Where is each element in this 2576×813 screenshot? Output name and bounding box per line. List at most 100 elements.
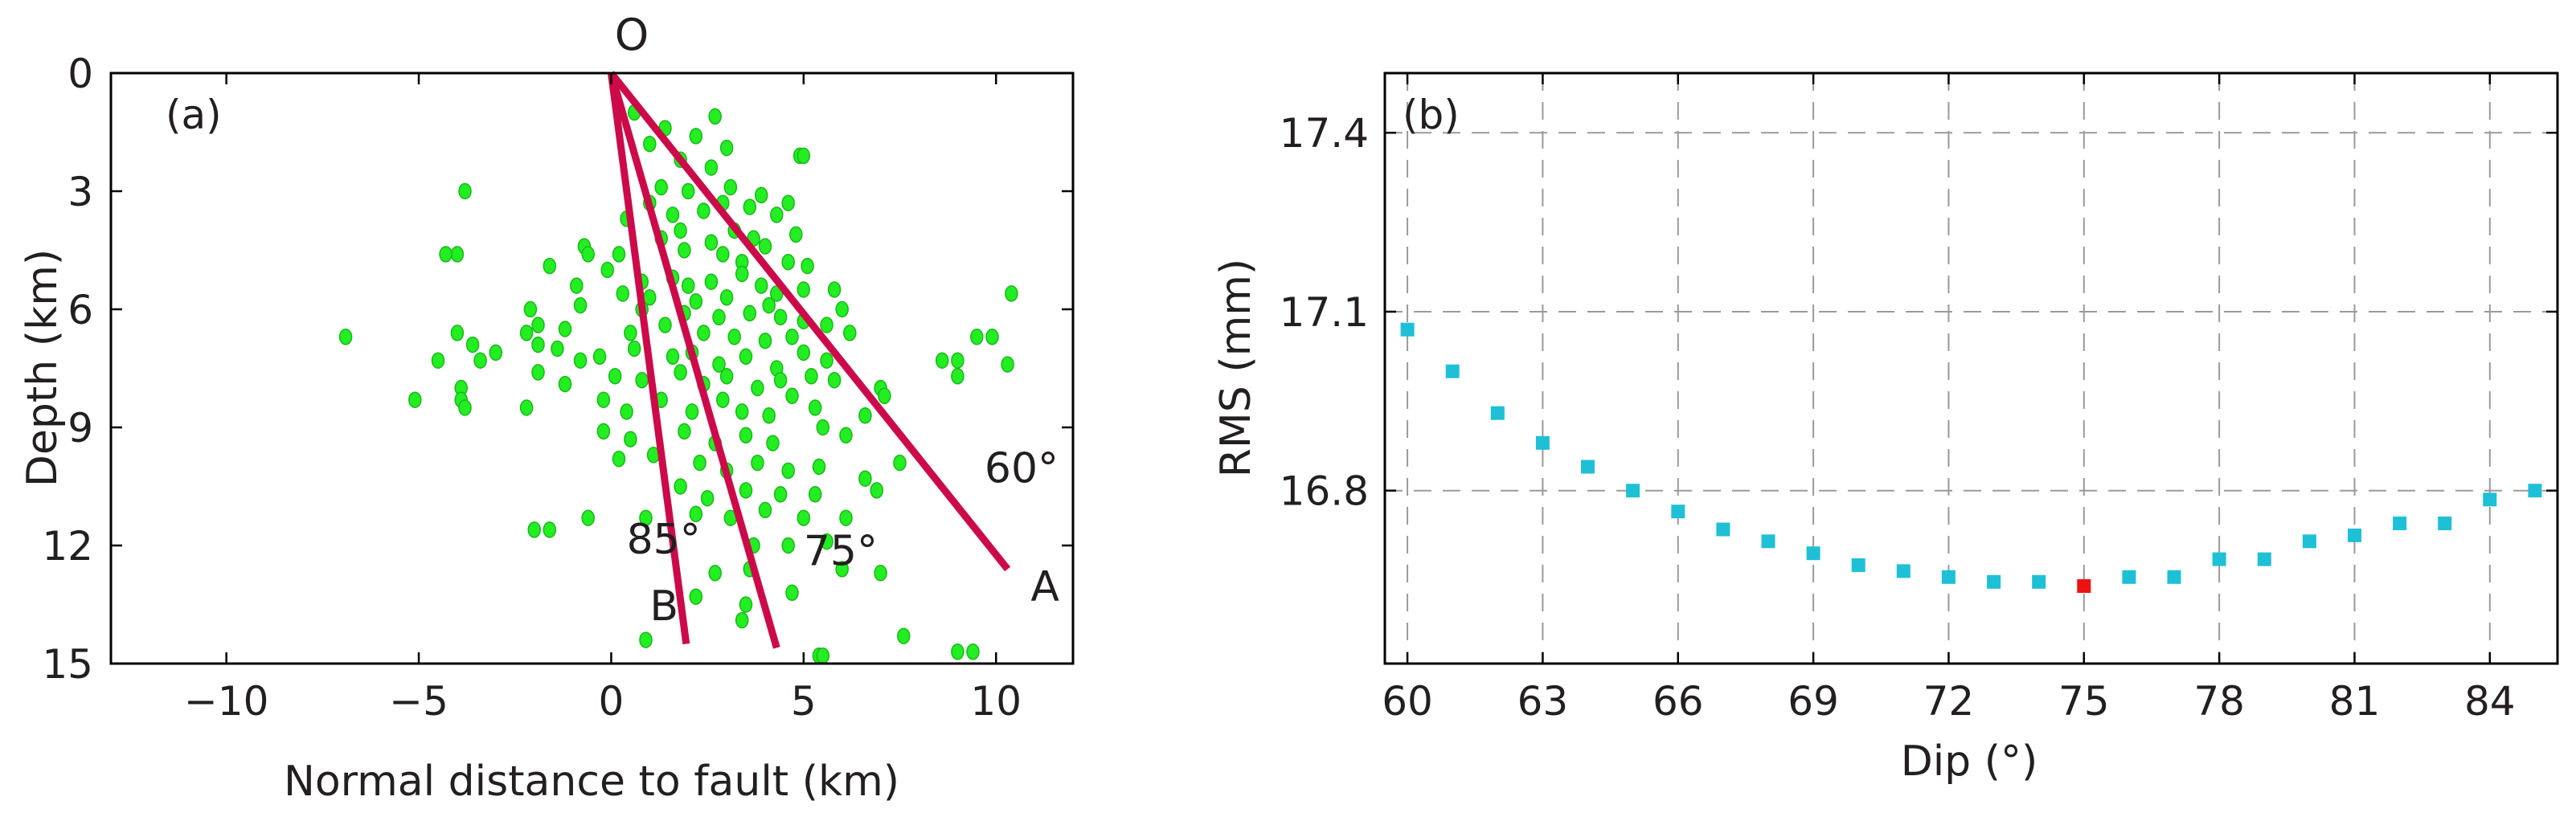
- fault-line-85: [607, 72, 690, 645]
- earthquake-point: [951, 368, 964, 385]
- earthquake-point: [689, 588, 703, 605]
- earthquake-point: [785, 329, 799, 345]
- earthquake-point: [693, 454, 706, 472]
- earthquake-point: [766, 435, 780, 451]
- earthquake-point: [820, 317, 833, 333]
- earthquake-point: [773, 308, 788, 326]
- earthquake-point: [704, 234, 719, 251]
- earthquake-point: [754, 186, 768, 204]
- fault-end-label-B: B: [649, 582, 678, 631]
- earthquake-point: [519, 399, 534, 416]
- earthquake-point: [627, 340, 641, 357]
- fault-lines: [607, 71, 1011, 649]
- x-tick-label: 69: [1788, 678, 1839, 725]
- rms-point: [1806, 546, 1820, 561]
- y-tick-label: 0: [68, 51, 93, 97]
- rms-point: [2122, 570, 2136, 584]
- earthquake-point: [624, 325, 637, 341]
- earthquake-point: [704, 273, 719, 290]
- x-tick-label: 81: [2329, 678, 2381, 725]
- earthquake-point: [839, 427, 853, 444]
- panel-b-gridlines: [1385, 73, 2558, 664]
- earthquake-point: [935, 352, 949, 369]
- earthquake-point: [897, 627, 911, 644]
- earthquake-point: [827, 281, 842, 298]
- earthquake-point: [1005, 285, 1018, 302]
- panel-b-x-axis-label: Dip (°): [1901, 737, 2038, 786]
- x-tick-label: 5: [791, 678, 817, 725]
- earthquake-point: [835, 561, 849, 578]
- earthquake-point: [643, 135, 657, 153]
- earthquake-point: [797, 147, 811, 165]
- rms-point: [1535, 435, 1550, 450]
- earthquake-point: [719, 289, 734, 306]
- fault-annotations: 60° A 75° 85° B: [627, 445, 1060, 631]
- earthquake-point: [678, 242, 691, 259]
- earthquake-point: [639, 631, 653, 648]
- rms-point: [2167, 570, 2181, 584]
- earthquake-point: [801, 257, 814, 275]
- earthquake-point: [735, 611, 749, 629]
- earthquake-point: [827, 371, 842, 389]
- earthquake-point: [712, 356, 726, 373]
- earthquake-point: [758, 332, 772, 349]
- earthquake-point: [781, 194, 795, 211]
- rms-point: [1896, 564, 1910, 578]
- y-tick-label: 12: [42, 523, 93, 570]
- earthquake-point: [450, 246, 465, 263]
- earthquake-point: [735, 265, 749, 283]
- y-tick-label: 17.1: [1280, 289, 1369, 336]
- earthquake-point: [735, 403, 749, 420]
- earthquake-point: [874, 565, 887, 582]
- rms-point: [1987, 574, 2001, 589]
- dip-label-75: 75°: [804, 528, 878, 576]
- fault-line-75: [608, 71, 780, 649]
- panel-b-y-axis-label: RMS (mm): [1212, 259, 1260, 477]
- rms-point: [1400, 322, 1415, 337]
- rms-point: [1671, 505, 1685, 519]
- rms-point: [1581, 460, 1595, 474]
- earthquake-point: [743, 304, 757, 322]
- earthquake-point: [781, 462, 795, 480]
- earthquake-point: [835, 300, 849, 318]
- y-tick-label: 15: [42, 641, 93, 688]
- y-tick-label: 17.4: [1280, 110, 1369, 157]
- earthquake-point: [608, 368, 622, 385]
- earthquake-point: [966, 643, 980, 660]
- earthquake-point: [785, 387, 799, 405]
- earthquake-point: [697, 325, 711, 341]
- earthquake-point: [674, 478, 687, 495]
- earthquake-point: [666, 348, 680, 366]
- earthquake-points: [338, 104, 1018, 664]
- earthquake-point: [408, 391, 422, 408]
- earthquake-point: [685, 403, 699, 420]
- x-tick-label: 78: [2193, 678, 2245, 725]
- earthquake-point: [620, 403, 633, 420]
- earthquake-point: [581, 509, 595, 526]
- earthquake-point: [739, 348, 753, 366]
- earthquake-point: [573, 352, 588, 369]
- earthquake-point: [431, 352, 445, 369]
- earthquake-point: [689, 128, 703, 145]
- earthquake-point: [596, 423, 611, 440]
- earthquake-point: [743, 198, 757, 215]
- earthquake-point: [689, 292, 703, 310]
- earthquake-point: [716, 246, 730, 263]
- panel-b: 60 63 66 69 72 75 78 81 84 16.8 17.1 17.4 (b) Dip (…: [1212, 71, 2559, 786]
- rms-point: [2483, 492, 2497, 507]
- x-tick-label: 84: [2464, 678, 2516, 725]
- x-tick-label: 10: [970, 678, 1022, 725]
- rms-point: [1626, 484, 1640, 498]
- earthquake-point: [558, 375, 572, 393]
- earthquake-point: [758, 501, 772, 519]
- panel-a-x-axis-label: Normal distance to fault (km): [284, 758, 899, 806]
- panel-a: −10 −5 0 5 10 0 3 6 9 12 15 (a) O 60° A 75° 85° B Norm…: [18, 10, 1075, 806]
- earthquake-point: [473, 352, 487, 369]
- earthquake-point: [658, 317, 672, 333]
- earthquake-point: [843, 325, 857, 341]
- earthquake-point: [616, 285, 630, 302]
- rms-point: [1490, 406, 1505, 420]
- earthquake-point: [951, 352, 964, 369]
- earthquake-point: [458, 182, 472, 200]
- earthquake-point: [719, 139, 734, 157]
